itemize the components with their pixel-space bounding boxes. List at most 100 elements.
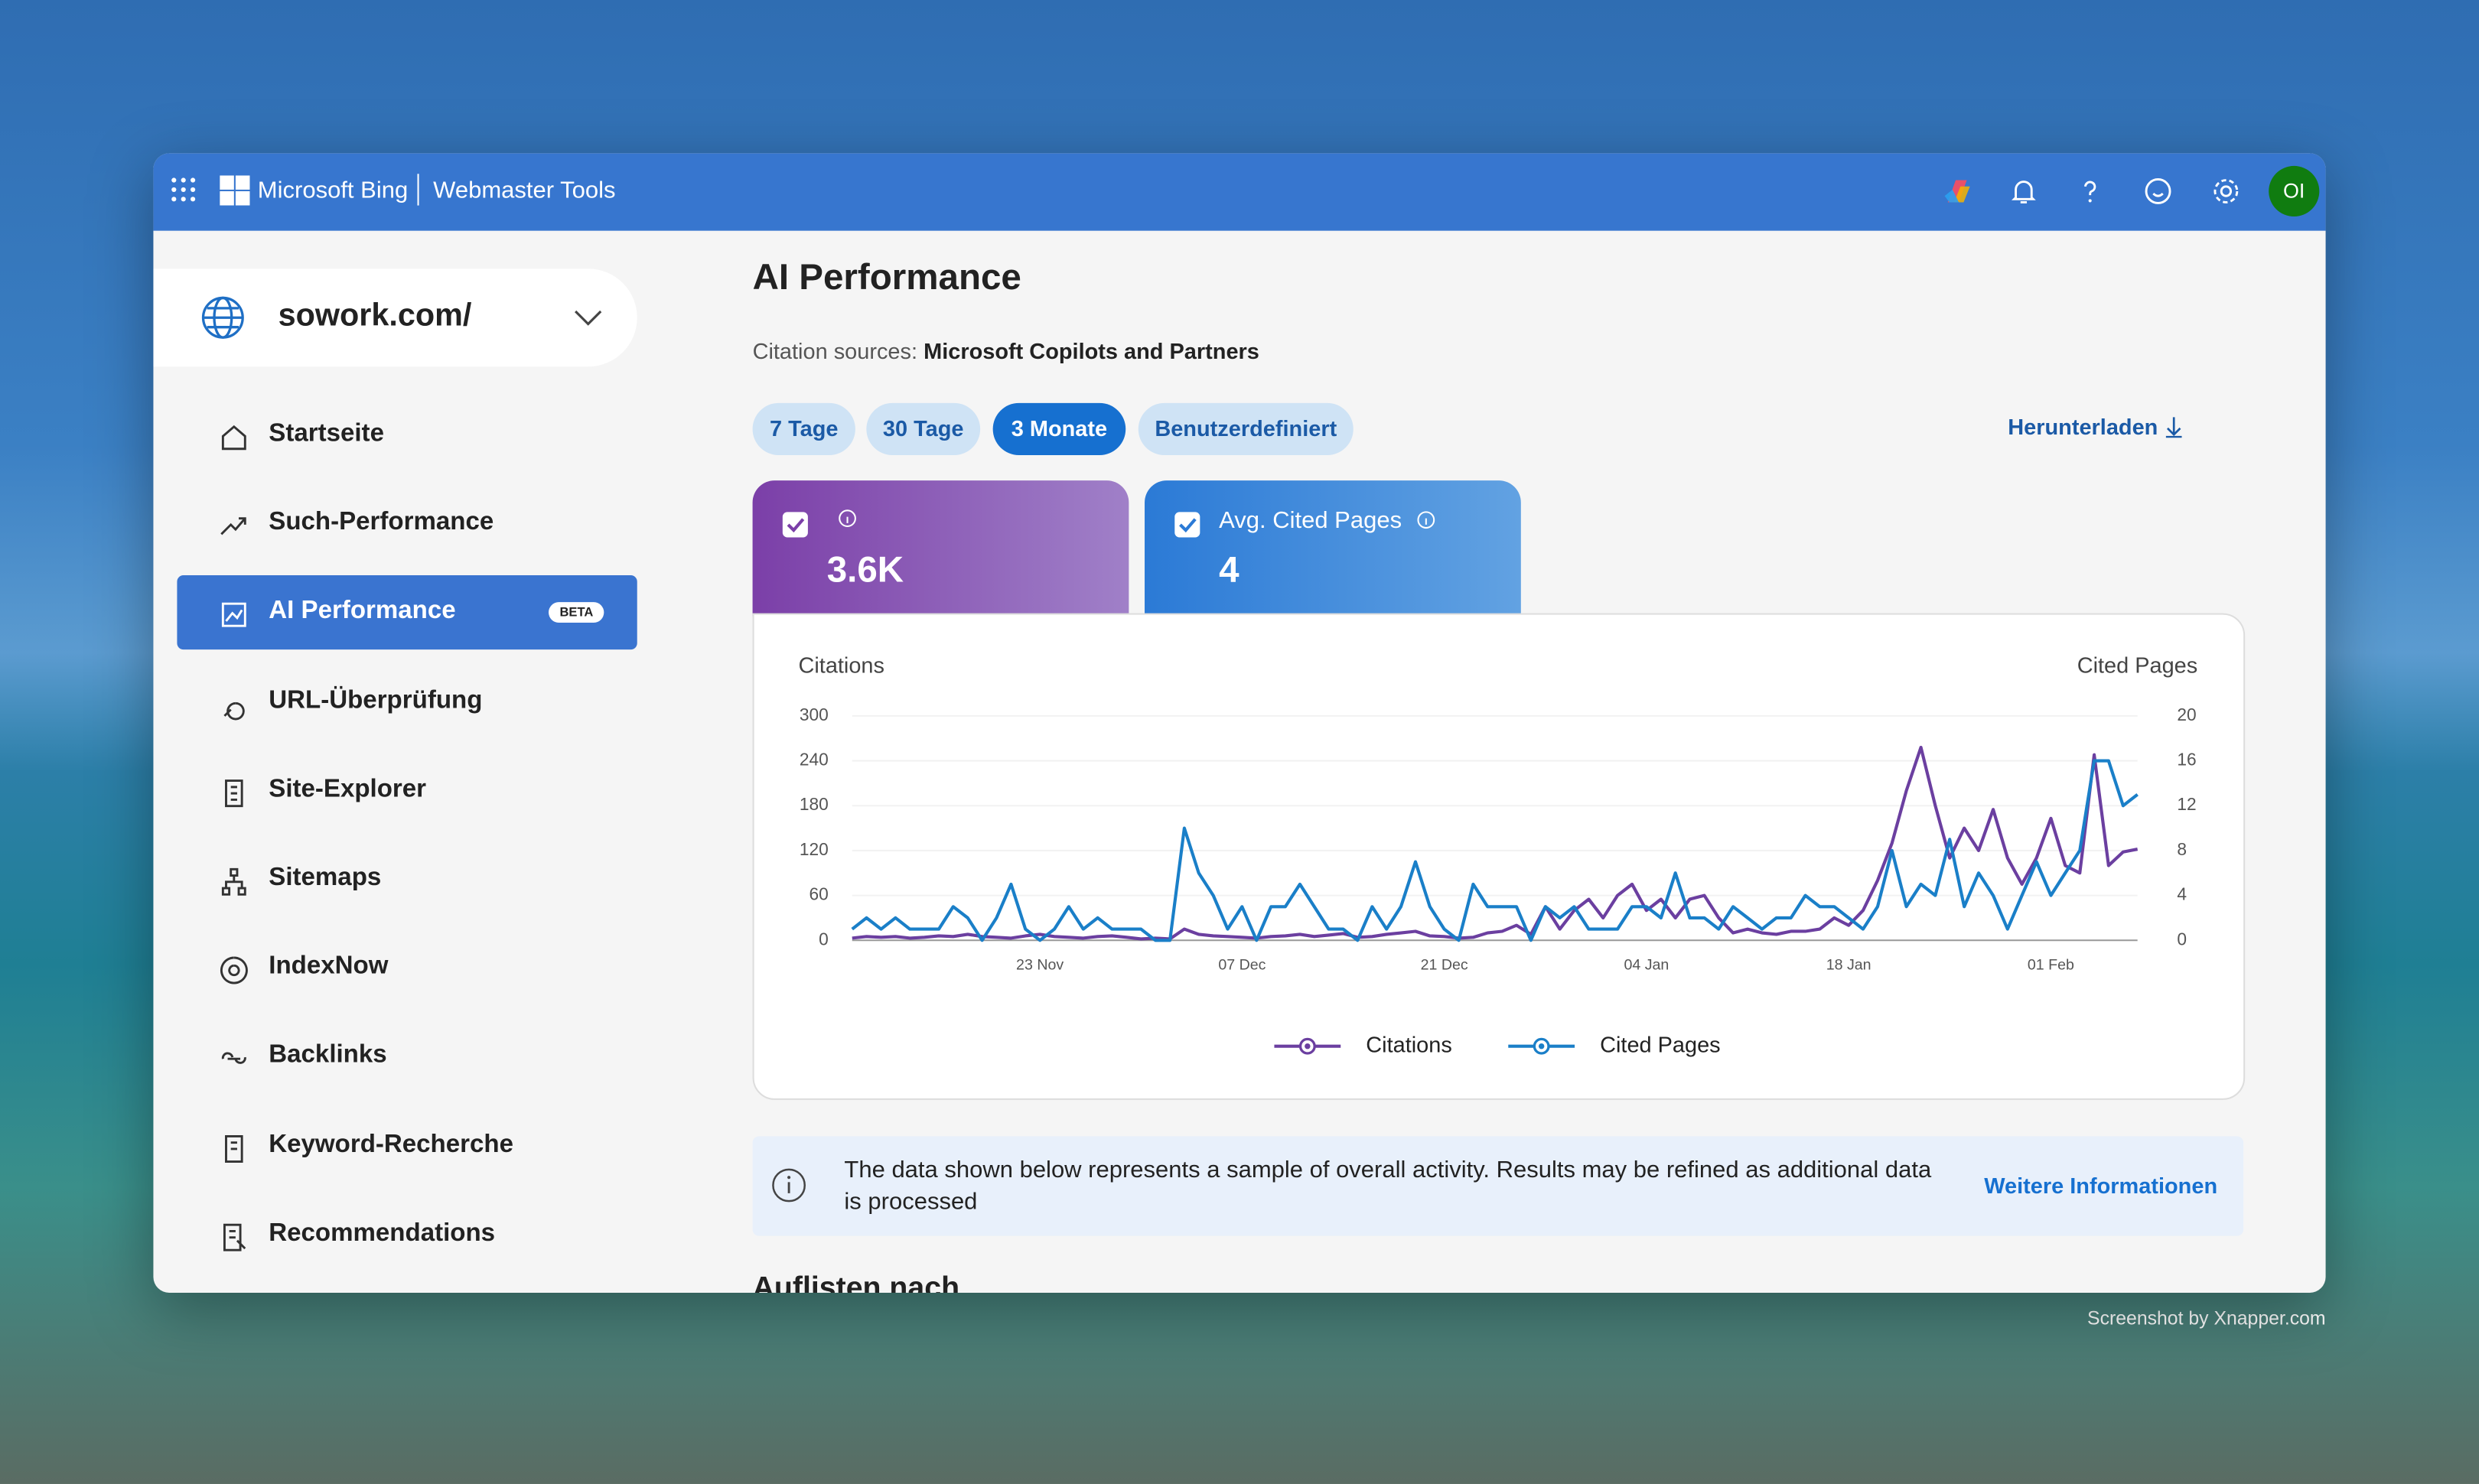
- nav-item[interactable]: Recommendations: [177, 1198, 637, 1272]
- legend-dot: [1305, 1043, 1311, 1050]
- legend-dot: [1538, 1043, 1545, 1050]
- nav-label: IndexNow: [269, 953, 389, 981]
- y-tick-label: 0: [819, 929, 829, 949]
- y2-tick-label: 4: [2177, 884, 2187, 904]
- nav-icon: [223, 1223, 246, 1251]
- y-tick-label: 300: [800, 705, 829, 724]
- nav-item[interactable]: URL-Überprüfung: [177, 665, 637, 739]
- settings-icon[interactable]: [2209, 174, 2243, 208]
- download-link[interactable]: Herunterladen: [2008, 414, 2183, 439]
- download-icon: [2165, 417, 2182, 438]
- y-tick-label: 240: [800, 750, 829, 770]
- nav-label: URL-Überprüfung: [269, 686, 483, 714]
- nav-icon: [223, 701, 245, 720]
- app-window: Microsoft Bing Webmaster Tools OI sowork…: [153, 153, 2326, 1293]
- nav-item[interactable]: Keyword-Recherche: [177, 1108, 637, 1183]
- legend-label: Citations: [1366, 1033, 1451, 1057]
- notifications-icon[interactable]: [2006, 174, 2041, 208]
- range-pill[interactable]: 7 Tage: [752, 402, 855, 456]
- nav-label: Recommendations: [269, 1219, 496, 1247]
- feedback-icon[interactable]: [2141, 174, 2175, 208]
- nav-icon: [221, 425, 246, 451]
- info-icon[interactable]: [1416, 510, 1435, 529]
- y2-tick-label: 16: [2177, 750, 2196, 770]
- nav-item[interactable]: Startseite: [177, 399, 637, 473]
- watermark: Screenshot by Xnapper.com: [2087, 1307, 2326, 1329]
- apps-icon[interactable]: [171, 177, 196, 202]
- range-pill[interactable]: 3 Monate: [992, 402, 1126, 456]
- notice: The data shown below represents a sample…: [752, 1136, 2244, 1236]
- legend-label: Cited Pages: [1600, 1033, 1720, 1057]
- nav-item[interactable]: IndexNow: [177, 931, 637, 1005]
- nav-label: Site-Explorer: [269, 775, 427, 803]
- y2-axis-title: Cited Pages: [2077, 653, 2197, 678]
- nav-item[interactable]: Site-Explorer: [177, 753, 637, 828]
- nav-icon: [220, 956, 248, 984]
- copilot-icon[interactable]: [1940, 174, 1974, 208]
- series-line: [851, 759, 2139, 942]
- y-tick-label: 120: [800, 839, 829, 859]
- x-tick-label: 04 Jan: [1624, 957, 1669, 974]
- page-title: AI Performance: [752, 255, 1021, 298]
- nav-icon: [225, 779, 243, 807]
- nav-item[interactable]: Sitemaps: [177, 842, 637, 916]
- product: Webmaster Tools: [433, 177, 616, 204]
- x-tick-label: 23 Nov: [1016, 957, 1064, 974]
- metric-value: 3.6K: [826, 548, 904, 590]
- series-line: [852, 745, 2139, 941]
- nav-item[interactable]: Backlinks: [177, 1020, 637, 1094]
- notice-link[interactable]: Weitere Informationen: [1984, 1172, 2218, 1199]
- metric-label: Avg. Cited Pages: [1219, 507, 1402, 535]
- download-label: Herunterladen: [2008, 414, 2158, 440]
- nav-label: Sitemaps: [269, 864, 382, 892]
- chart-panel: [752, 613, 2246, 1100]
- y-tick-label: 60: [809, 884, 828, 904]
- nav-icon: [221, 867, 246, 896]
- nav-item[interactable]: Such-Performance: [177, 487, 637, 561]
- nav-label: Startseite: [269, 420, 384, 447]
- nav-label: Backlinks: [269, 1042, 387, 1069]
- globe-icon: [201, 296, 244, 339]
- notice-text: The data shown below represents a sample…: [844, 1157, 1932, 1216]
- y2-tick-label: 0: [2177, 929, 2187, 949]
- site-name: sowork.com/: [278, 298, 472, 334]
- nav-label: Keyword-Recherche: [269, 1131, 513, 1158]
- x-tick-label: 21 Dec: [1421, 957, 1468, 974]
- info-icon: [772, 1168, 806, 1202]
- y-tick-label: 180: [800, 794, 829, 814]
- logo: [220, 175, 250, 206]
- x-tick-label: 18 Jan: [1826, 957, 1871, 974]
- y2-tick-label: 12: [2177, 794, 2196, 814]
- checkbox[interactable]: [1174, 512, 1200, 538]
- chevron: [575, 310, 602, 326]
- range-pill[interactable]: Benutzerdefiniert: [1138, 402, 1354, 456]
- y-axis-title: Citations: [798, 653, 884, 678]
- metric-card[interactable]: Avg. Cited Pages 4: [1145, 480, 1521, 617]
- top-bar: Microsoft Bing Webmaster Tools OI: [153, 153, 2326, 231]
- checkbox[interactable]: [782, 512, 808, 538]
- beta-badge: BETA: [549, 602, 604, 623]
- citation-sources: Citation sources: Microsoft Copilots and…: [753, 338, 1259, 363]
- nav-icon: [220, 517, 246, 535]
- metric-card[interactable]: 3.6K: [752, 480, 1129, 617]
- nav-icon: [225, 1134, 243, 1163]
- brand: Microsoft Bing: [257, 177, 409, 204]
- x-tick-label: 01 Feb: [2028, 957, 2074, 974]
- range-pill[interactable]: 30 Tage: [866, 402, 981, 456]
- section-heading: Auflisten nach: [752, 1272, 960, 1293]
- nav-icon: [221, 603, 246, 628]
- nav-icon: [221, 1053, 246, 1065]
- info-icon[interactable]: [838, 509, 857, 528]
- avatar[interactable]: OI: [2269, 165, 2320, 217]
- metric-value: 4: [1219, 548, 1240, 590]
- site-selector[interactable]: sowork.com/: [153, 268, 637, 367]
- help-icon[interactable]: [2073, 174, 2107, 208]
- y2-tick-label: 20: [2177, 705, 2196, 724]
- y2-tick-label: 8: [2177, 839, 2187, 859]
- nav-label: Such-Performance: [269, 509, 494, 536]
- nav-item[interactable]: AI Performance BETA: [177, 575, 637, 650]
- citation-value: Microsoft Copilots and Partners: [924, 338, 1259, 364]
